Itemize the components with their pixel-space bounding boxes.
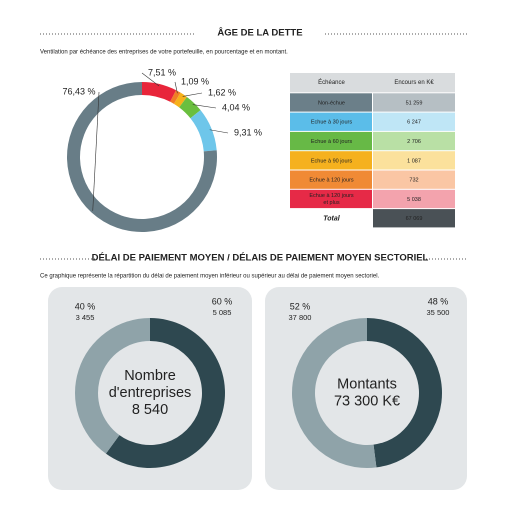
value-label: 9,31 % bbox=[234, 127, 262, 137]
sub-label: 35 500 bbox=[427, 308, 450, 317]
leader-line bbox=[92, 91, 100, 211]
center-label: 73 300 K€ bbox=[334, 393, 400, 409]
label-cell: Echue à 90 jours bbox=[311, 158, 353, 164]
amount-cell: 5 038 bbox=[407, 197, 421, 203]
value-label: 40 % bbox=[75, 301, 96, 311]
cell-bg bbox=[373, 131, 455, 151]
center-label: 8 540 bbox=[132, 402, 168, 418]
leader-line bbox=[182, 92, 203, 97]
leader-line bbox=[209, 129, 229, 134]
center-label: d'entreprises bbox=[109, 385, 192, 401]
cell-bg bbox=[373, 151, 455, 170]
cell-bg bbox=[373, 170, 455, 189]
sub-label: 5 085 bbox=[213, 308, 232, 317]
cell-bg bbox=[373, 112, 455, 131]
label-cell: Non-échue bbox=[318, 100, 345, 106]
value-label: 76,43 % bbox=[62, 86, 95, 96]
cell-bg bbox=[373, 189, 455, 209]
section-subtitle: Ce graphique représente la répartition d… bbox=[40, 274, 380, 280]
section-title: DÉLAI DE PAIEMENT MOYEN / DÉLAIS DE PAIE… bbox=[92, 253, 429, 264]
value-label: 60 % bbox=[212, 296, 233, 306]
donut-segment bbox=[367, 318, 442, 468]
cell-bg bbox=[290, 170, 372, 189]
value-label: 4,04 % bbox=[222, 102, 250, 112]
leader-line bbox=[141, 72, 160, 87]
value-label: 1,62 % bbox=[208, 87, 236, 97]
cell-bg bbox=[290, 151, 372, 170]
header-cell: Encours en K€ bbox=[394, 80, 434, 86]
donut-segment bbox=[170, 90, 181, 104]
cell-bg bbox=[290, 93, 372, 112]
header-cell: Échéance bbox=[318, 79, 345, 86]
leader-line bbox=[174, 81, 178, 94]
sub-label: 3 455 bbox=[76, 313, 95, 322]
sub-label: 37 800 bbox=[289, 313, 312, 322]
cell-bg bbox=[290, 209, 372, 228]
amount-cell: 51 259 bbox=[406, 100, 423, 106]
amount-cell: 2 706 bbox=[407, 139, 421, 145]
leader-line bbox=[192, 104, 217, 109]
value-label: 48 % bbox=[428, 296, 449, 306]
label-cell: Echue à 120 jours bbox=[309, 178, 354, 184]
cell-bg bbox=[290, 112, 372, 131]
cell-bg bbox=[290, 189, 372, 209]
cell-bg bbox=[373, 93, 455, 112]
label-cell: Total bbox=[323, 216, 341, 223]
center-label: Nombre bbox=[124, 368, 176, 384]
value-label: 1,09 % bbox=[181, 76, 209, 86]
amount-cell: 732 bbox=[409, 178, 418, 184]
section-subtitle: Ventilation par échéance des entreprises… bbox=[40, 50, 288, 56]
amount-cell: 6 247 bbox=[407, 120, 421, 126]
donut-segment bbox=[291, 318, 377, 468]
label-cell: Echue à 30 jours bbox=[311, 120, 353, 126]
donut-segment bbox=[190, 110, 217, 152]
table-header bbox=[290, 73, 455, 93]
donut-segment bbox=[105, 318, 226, 469]
amount-cell: 1 087 bbox=[407, 158, 421, 164]
section-title: ÂGE DE LA DETTE bbox=[217, 27, 302, 39]
value-label: 52 % bbox=[290, 301, 311, 311]
donut-segment bbox=[142, 82, 177, 102]
amount-cell: 67 069 bbox=[406, 216, 423, 222]
value-label: 7,51 % bbox=[148, 67, 176, 77]
donut-segment bbox=[75, 318, 150, 454]
label-cell: Echue à 60 jours bbox=[311, 139, 353, 145]
cell-bg bbox=[290, 131, 372, 151]
label-cell: Echue à 120 jours et plus bbox=[309, 193, 354, 206]
cell-bg bbox=[373, 209, 455, 228]
donut-segment bbox=[179, 96, 201, 119]
center-label: Montants bbox=[337, 376, 397, 392]
